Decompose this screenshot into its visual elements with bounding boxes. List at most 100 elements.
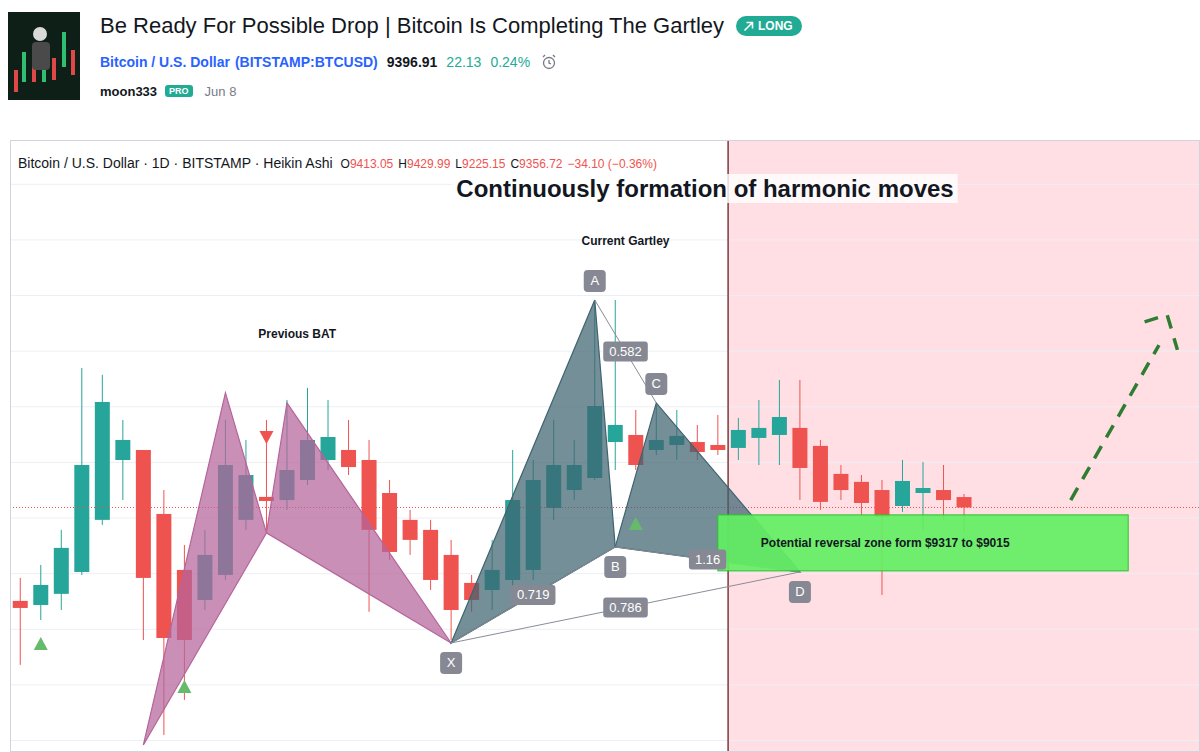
pattern-name: Previous BAT — [258, 327, 336, 341]
ratio-badge — [603, 597, 648, 617]
author-row: moon333 PRO Jun 8 — [100, 80, 236, 102]
idea-badge: LONG — [736, 16, 802, 36]
date-range-highlight — [728, 140, 1200, 752]
symbol-change: 22.13 — [446, 54, 481, 70]
pattern-leg — [266, 403, 451, 643]
ratio-label: 0.582 — [609, 344, 642, 359]
pattern-name: Current Gartley — [582, 234, 670, 248]
plot-area — [10, 140, 1200, 752]
chart: Bitcoin / U.S. Dollar · 1D · BITSTAMP · … — [0, 140, 1200, 752]
signal-marker — [259, 431, 273, 444]
ohlc-label: H — [398, 157, 407, 171]
candle-body — [854, 482, 869, 503]
candle-body — [874, 490, 889, 517]
candle-body — [833, 474, 848, 490]
alarm-icon — [540, 53, 558, 71]
grid-line — [10, 406, 1200, 407]
zone-label: Potential reversal zone form $9317 to $9… — [761, 536, 1010, 550]
candle-body — [403, 520, 418, 540]
pattern-leg — [451, 300, 615, 643]
title-row: Be Ready For Possible Drop | Bitcoin Is … — [100, 10, 802, 42]
pattern-leg — [143, 393, 266, 745]
point-badge — [645, 373, 667, 395]
candle-body — [136, 450, 151, 578]
ohlc-value: 9429.99 — [407, 157, 451, 171]
candle-body — [731, 430, 746, 448]
avatar-bar — [62, 32, 66, 67]
point-label: D — [795, 584, 804, 599]
ratio-badge — [689, 549, 726, 569]
text-patch — [452, 174, 957, 203]
point-label: A — [590, 273, 599, 288]
symbol-row: Bitcoin / U.S. Dollar (BITSTAMP:BTCUSD) 93… — [100, 50, 558, 74]
ratio-badge — [603, 341, 648, 361]
candle-body — [95, 402, 110, 520]
signal-marker — [629, 517, 643, 530]
text-patches — [15, 154, 958, 203]
point-badge — [789, 581, 811, 603]
candle-body — [13, 601, 28, 608]
symbol-price: 9396.91 — [387, 54, 438, 70]
ratio-label: 0.786 — [609, 600, 642, 615]
point-label: B — [611, 559, 620, 574]
candle-body — [33, 585, 48, 605]
avatar-art — [8, 12, 80, 100]
author-badge: PRO — [165, 85, 193, 97]
ohlc-label: O — [341, 157, 350, 171]
author-name: moon333 — [100, 84, 157, 99]
candle-body — [813, 446, 828, 502]
point-label: X — [447, 655, 456, 670]
ohlc-value: 9225.15 — [462, 157, 506, 171]
avatar-bar — [71, 50, 75, 75]
avatar — [8, 12, 80, 100]
candle-body — [772, 417, 787, 435]
signal-marker — [177, 680, 191, 693]
symbol-name: Bitcoin / U.S. Dollar — [100, 54, 230, 70]
candle-wick — [615, 300, 616, 470]
ratio-line — [451, 547, 615, 643]
chart-legend: Bitcoin / U.S. Dollar · 1D · BITSTAMP · … — [18, 155, 333, 171]
badge-arrow-path — [745, 22, 753, 30]
grid-line — [10, 684, 1200, 685]
header: Be Ready For Possible Drop | Bitcoin Is … — [0, 0, 1200, 140]
point-badge — [584, 270, 606, 292]
avatar-figure — [32, 42, 50, 70]
chart-title: Continuously formation of harmonic moves — [456, 175, 953, 202]
ratio-badge — [511, 585, 556, 605]
ohlc-legend: O9413.05H9429.99L9225.15C9356.72−34.10 (… — [341, 157, 657, 171]
post-date: Jun 8 — [205, 84, 237, 99]
reversal-zone — [718, 515, 1128, 571]
symbol-exchange: (BITSTAMP:BTCUSD) — [235, 54, 378, 70]
candle-body — [382, 493, 397, 552]
signal-marker — [34, 637, 48, 650]
candle-body — [74, 465, 89, 572]
date-range-boundary — [727, 140, 729, 752]
candle-body — [608, 425, 623, 442]
candle-body — [341, 450, 356, 467]
avatar-bar — [52, 58, 56, 80]
grid-line — [10, 295, 1200, 296]
ohlc-value: 9356.72 — [519, 157, 563, 171]
projection-path — [1071, 315, 1178, 500]
text-patch — [15, 154, 336, 172]
post-title: Be Ready For Possible Drop | Bitcoin Is … — [100, 13, 724, 39]
candle-body — [444, 555, 459, 610]
candle-body — [957, 497, 972, 507]
avatar-figure — [33, 27, 47, 41]
plot-frame — [11, 141, 1200, 752]
candle-body — [423, 530, 438, 580]
point-badge — [440, 652, 462, 674]
candle-body — [895, 481, 910, 506]
candle-body — [792, 428, 807, 468]
alarm-icon-hands — [543, 55, 555, 64]
badge-text: LONG — [758, 19, 793, 33]
text-patch — [338, 156, 660, 172]
candle-body — [115, 440, 130, 460]
badge-arrow — [743, 21, 754, 32]
grid-line — [10, 740, 1200, 741]
candle-body — [710, 445, 725, 450]
candle-body — [156, 514, 171, 638]
texts: Bitcoin / U.S. Dollar · 1D · BITSTAMP · … — [18, 155, 1010, 674]
candle-wick — [20, 578, 21, 665]
ratio-line — [451, 572, 800, 643]
